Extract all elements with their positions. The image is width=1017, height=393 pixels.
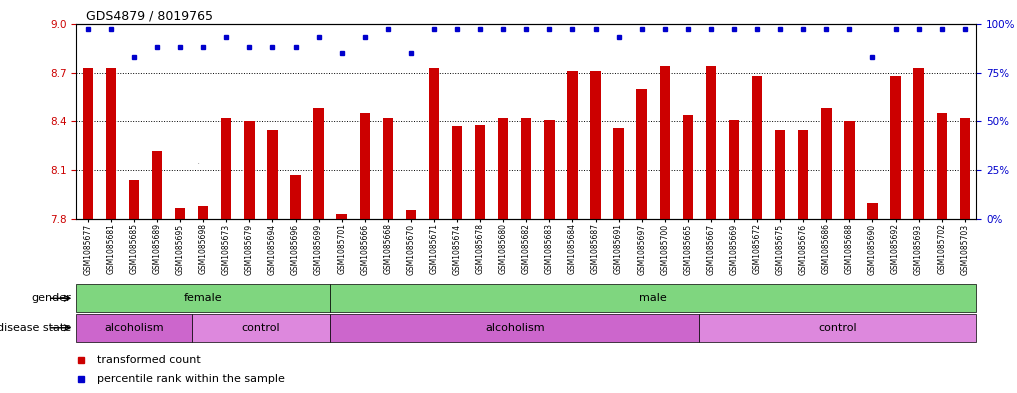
Text: transformed count: transformed count bbox=[97, 354, 200, 365]
Text: alcoholism: alcoholism bbox=[104, 323, 164, 333]
Bar bbox=[706, 66, 716, 219]
Bar bbox=[429, 68, 439, 219]
Bar bbox=[613, 128, 623, 219]
Bar bbox=[775, 130, 785, 219]
Bar bbox=[221, 118, 232, 219]
Bar bbox=[452, 126, 463, 219]
Text: gender: gender bbox=[32, 293, 71, 303]
Bar bbox=[313, 108, 323, 219]
Bar bbox=[152, 151, 163, 219]
Bar bbox=[729, 120, 739, 219]
Bar bbox=[637, 89, 647, 219]
Bar bbox=[191, 314, 331, 342]
Bar bbox=[198, 206, 208, 219]
Text: control: control bbox=[242, 323, 281, 333]
Bar bbox=[76, 314, 191, 342]
Text: percentile rank within the sample: percentile rank within the sample bbox=[97, 374, 285, 384]
Bar bbox=[498, 118, 508, 219]
Bar bbox=[106, 68, 116, 219]
Text: GDS4879 / 8019765: GDS4879 / 8019765 bbox=[86, 10, 214, 23]
Bar bbox=[960, 118, 970, 219]
Bar bbox=[475, 125, 485, 219]
Bar bbox=[382, 118, 393, 219]
Text: female: female bbox=[184, 293, 223, 303]
Bar bbox=[544, 120, 554, 219]
Bar bbox=[82, 68, 93, 219]
Text: disease state: disease state bbox=[0, 323, 71, 333]
Bar bbox=[682, 115, 693, 219]
Bar bbox=[821, 108, 832, 219]
Bar bbox=[360, 113, 370, 219]
Bar bbox=[406, 209, 416, 219]
Bar bbox=[521, 118, 532, 219]
Bar bbox=[890, 76, 901, 219]
Bar bbox=[331, 314, 700, 342]
Bar bbox=[267, 130, 278, 219]
Bar bbox=[700, 314, 976, 342]
Bar bbox=[175, 208, 185, 219]
Bar bbox=[590, 71, 601, 219]
Bar bbox=[129, 180, 139, 219]
Bar bbox=[331, 284, 976, 312]
Bar bbox=[798, 130, 809, 219]
Bar bbox=[868, 203, 878, 219]
Bar bbox=[844, 121, 854, 219]
Text: alcoholism: alcoholism bbox=[485, 323, 544, 333]
Bar bbox=[913, 68, 923, 219]
Bar bbox=[244, 121, 254, 219]
Bar bbox=[337, 215, 347, 219]
Bar bbox=[567, 71, 578, 219]
Text: male: male bbox=[640, 293, 667, 303]
Bar bbox=[290, 175, 301, 219]
Text: control: control bbox=[819, 323, 857, 333]
Bar bbox=[937, 113, 947, 219]
Bar bbox=[752, 76, 763, 219]
Bar bbox=[76, 284, 331, 312]
Bar bbox=[660, 66, 670, 219]
Text: 0.5: 0.5 bbox=[197, 163, 199, 164]
